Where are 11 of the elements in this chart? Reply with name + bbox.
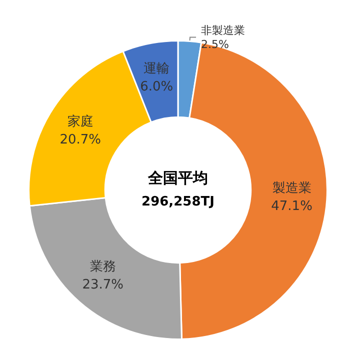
- data-label: 6.0%: [140, 79, 174, 94]
- slice-label: 家庭: [67, 114, 94, 130]
- slice-label: 非製造業: [201, 24, 246, 37]
- data-label: 20.7%: [60, 132, 102, 148]
- slice-label: 運輸: [144, 61, 170, 76]
- data-label: 47.1%: [271, 199, 312, 214]
- slice-label: 業務: [90, 259, 116, 274]
- data-label: 23.7%: [82, 277, 124, 292]
- slice-label: 製造業: [272, 181, 312, 196]
- text: 全国平均: [147, 169, 208, 187]
- text: 296,258TJ: [142, 194, 214, 210]
